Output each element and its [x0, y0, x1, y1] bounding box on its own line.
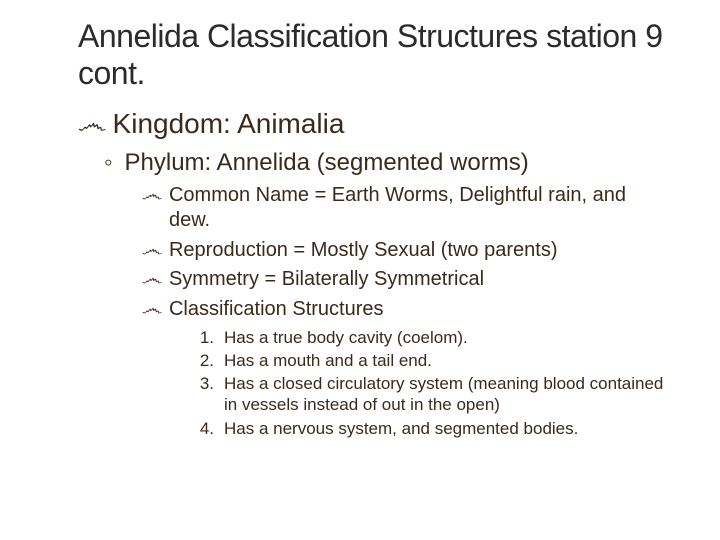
- swirl-icon: ෴: [141, 183, 162, 209]
- swirl-icon: ෴: [77, 109, 106, 141]
- bullet-common-name: ෴ Common Name = Earth Worms, Delightful …: [142, 183, 672, 234]
- slide-title: Annelida Classification Structures stati…: [78, 18, 672, 92]
- phylum-label: Phylum: Annelida (segmented worms): [125, 149, 529, 177]
- swirl-icon: ෴: [141, 297, 162, 323]
- bullet-symmetry: ෴ Symmetry = Bilaterally Symmetrical: [142, 267, 672, 293]
- common-name-text: Common Name = Earth Worms, Delightful ra…: [169, 183, 672, 234]
- numbered-item-1: 1. Has a true body cavity (coelom).: [196, 327, 672, 348]
- item-number: 1.: [196, 327, 224, 348]
- symmetry-text: Symmetry = Bilaterally Symmetrical: [169, 267, 672, 293]
- item-text: Has a mouth and a tail end.: [224, 350, 672, 371]
- bullet-kingdom: ෴ Kingdom: Animalia: [78, 108, 672, 141]
- item-text: Has a closed circulatory system (meaning…: [224, 373, 672, 416]
- numbered-item-3: 3. Has a closed circulatory system (mean…: [196, 373, 672, 416]
- bullet-classification-structures: ෴ Classification Structures: [142, 297, 672, 323]
- classification-structures-text: Classification Structures: [169, 297, 672, 323]
- swirl-icon: ෴: [141, 267, 162, 293]
- reproduction-text: Reproduction = Mostly Sexual (two parent…: [169, 238, 672, 264]
- bullet-reproduction: ෴ Reproduction = Mostly Sexual (two pare…: [142, 238, 672, 264]
- item-text: Has a nervous system, and segmented bodi…: [224, 418, 672, 439]
- item-number: 3.: [196, 373, 224, 394]
- numbered-item-2: 2. Has a mouth and a tail end.: [196, 350, 672, 371]
- numbered-item-4: 4. Has a nervous system, and segmented b…: [196, 418, 672, 439]
- bullet-phylum: ◦ Phylum: Annelida (segmented worms): [104, 149, 672, 177]
- kingdom-label: Kingdom: Animalia: [113, 108, 345, 140]
- ring-icon: ◦: [104, 149, 113, 177]
- swirl-icon: ෴: [141, 238, 162, 264]
- item-number: 4.: [196, 418, 224, 439]
- item-text: Has a true body cavity (coelom).: [224, 327, 672, 348]
- item-number: 2.: [196, 350, 224, 371]
